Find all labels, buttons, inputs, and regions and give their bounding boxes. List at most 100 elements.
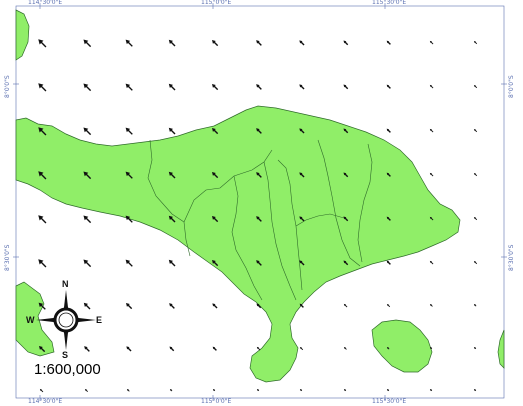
wind-arrow-icon — [169, 346, 175, 352]
wind-arrow-icon — [83, 83, 92, 92]
lombok-island-edge — [497, 329, 505, 369]
wind-arrow-icon — [168, 39, 176, 47]
wind-arrow-icon — [39, 388, 44, 393]
wind-arrow-icon — [386, 303, 391, 308]
compass-east-label: E — [96, 315, 103, 325]
wind-arrow-icon — [299, 303, 304, 308]
map-scale-label: 1:600,000 — [34, 361, 101, 378]
wind-arrow-icon — [126, 388, 130, 392]
wind-arrow-icon — [83, 127, 92, 136]
wind-arrow-icon — [429, 172, 434, 177]
wind-arrow-icon — [256, 216, 262, 222]
wind-arrow-icon — [126, 346, 132, 352]
wind-arrow-icon — [84, 388, 88, 392]
wind-arrow-icon — [299, 346, 304, 351]
wind-arrow-icon — [343, 388, 347, 392]
wind-arrow-icon — [473, 84, 478, 89]
wind-arrow-icon — [343, 84, 349, 90]
wind-arrow-icon — [429, 128, 434, 133]
wind-arrow-icon — [169, 303, 175, 309]
compass-west-label: W — [26, 315, 35, 325]
wind-arrow-icon — [125, 259, 133, 267]
wind-arrow-icon — [38, 127, 47, 136]
wind-arrow-icon — [256, 128, 262, 134]
wind-arrow-icon — [386, 260, 391, 265]
wind-arrow-icon — [211, 259, 219, 267]
wind-arrow-icon — [343, 40, 349, 46]
regency-boundaries — [147, 139, 373, 301]
wind-arrow-icon — [256, 172, 262, 178]
left-tick-label-1: 8°0'0"S — [4, 75, 11, 98]
wind-arrow-icon — [256, 303, 262, 309]
wind-arrow-icon — [473, 216, 478, 221]
top-tick-label-3: 115°30'0"E — [372, 0, 407, 6]
wind-arrow-icon — [38, 39, 47, 48]
wind-arrow-icon — [211, 215, 219, 223]
wind-arrow-icon — [299, 40, 305, 46]
wind-arrow-icon — [83, 39, 92, 48]
wind-arrow-icon — [125, 171, 133, 179]
land-layer — [15, 9, 505, 383]
wind-arrow-icon — [473, 303, 477, 307]
wind-arrow-icon — [343, 303, 348, 308]
frame-ticks — [13, 3, 507, 401]
wind-arrow-icon — [83, 215, 92, 224]
wind-arrow-icon — [169, 388, 173, 392]
java-island-top — [15, 9, 30, 61]
wind-arrow-icon — [83, 302, 91, 310]
wind-arrow-icon — [386, 172, 391, 177]
wind-arrow-icon — [125, 127, 133, 135]
wind-arrow-icon — [256, 40, 262, 46]
wind-arrow-icon — [212, 303, 218, 309]
compass-south-label: S — [62, 350, 69, 360]
bottom-tick-label-2: 115°0'0"E — [201, 398, 232, 405]
right-tick-label-1: 8°0'0"S — [508, 75, 515, 98]
java-island-bottom — [15, 281, 55, 357]
wind-arrow-icon — [473, 128, 478, 133]
right-tick-label-2: 8°30'0"S — [508, 244, 515, 272]
wind-arrow-icon — [343, 172, 349, 178]
wind-arrow-icon — [38, 345, 46, 353]
wind-arrow-icon — [386, 40, 391, 45]
wind-arrow-icon — [125, 215, 133, 223]
wind-arrow-icon — [343, 128, 349, 134]
wind-arrow-icon — [299, 84, 305, 90]
wind-arrow-icon — [256, 260, 262, 266]
wind-arrow-icon — [429, 260, 434, 265]
wind-arrow-icon — [429, 346, 433, 350]
wind-arrow-icon — [473, 172, 478, 177]
wind-arrow-icon — [83, 259, 92, 268]
wind-arrow-icon — [299, 260, 305, 266]
wind-arrow-icon — [168, 259, 176, 267]
top-tick-label-1: 114°30'0"E — [28, 0, 63, 6]
wind-arrow-icon — [84, 346, 90, 352]
wind-arrow-icon — [211, 171, 219, 179]
wind-arrow-icon — [256, 84, 262, 90]
wind-arrow-icon — [38, 83, 47, 92]
wind-arrow-icon — [343, 346, 347, 350]
wind-arrow-icon — [168, 127, 176, 135]
left-tick-label-2: 8°30'0"S — [4, 244, 11, 272]
wind-arrow-icon — [429, 40, 434, 45]
wind-arrow-icon — [211, 83, 219, 91]
wind-arrow-icon — [212, 388, 216, 392]
wind-arrow-icon — [343, 216, 349, 222]
wind-arrow-icon — [256, 388, 260, 392]
wind-arrow-icon — [125, 39, 133, 47]
wind-arrow-icon — [429, 388, 433, 392]
wind-arrow-icon — [38, 302, 46, 310]
wind-arrow-icon — [386, 128, 391, 133]
wind-arrow-icon — [386, 346, 390, 350]
wind-arrow-icon — [299, 172, 305, 178]
wind-arrow-icon — [211, 39, 219, 47]
top-tick-label-2: 115°0'0"E — [201, 0, 232, 6]
wind-arrow-icon — [299, 128, 305, 134]
wind-arrow-icon — [386, 216, 391, 221]
wind-arrow-layer — [38, 39, 478, 393]
wind-arrow-icon — [473, 40, 478, 45]
wind-arrow-icon — [256, 346, 261, 351]
wind-arrow-icon — [429, 303, 433, 307]
wind-arrow-icon — [168, 171, 176, 179]
